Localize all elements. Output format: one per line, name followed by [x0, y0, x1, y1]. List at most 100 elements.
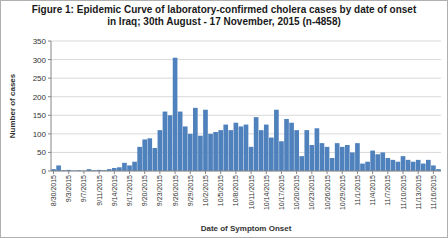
x-tick: [266, 171, 267, 174]
bar: [188, 134, 193, 171]
x-tick: [68, 171, 69, 174]
x-tick: [281, 171, 282, 174]
x-tick: [159, 171, 160, 174]
bars: [51, 58, 441, 171]
bar: [411, 162, 416, 171]
x-tick-label: 9/23/2015: [156, 175, 163, 206]
x-tick-label: 9/29/2015: [187, 175, 194, 206]
x-tick-label: 8/30/2015: [50, 175, 57, 206]
bar: [431, 165, 436, 171]
bar: [132, 162, 137, 171]
y-axis-title: Number of cases: [8, 73, 17, 138]
bar: [117, 167, 122, 171]
bar: [330, 158, 335, 171]
bar: [355, 143, 360, 171]
bar: [385, 158, 390, 171]
bar: [158, 130, 163, 171]
bar: [239, 126, 244, 171]
bar: [380, 152, 385, 171]
bar: [370, 151, 375, 171]
x-tick: [144, 171, 145, 174]
bar: [340, 147, 345, 171]
y-tick-label: 250: [33, 74, 47, 83]
bar: [335, 143, 340, 171]
x-tick-label: 10/8/2015: [232, 175, 239, 206]
x-axis: [51, 171, 441, 172]
bar: [345, 145, 350, 171]
x-tick-label: 10/17/2015: [278, 175, 285, 210]
grid-line: [51, 171, 441, 172]
x-tick: [235, 171, 236, 174]
bar: [203, 110, 208, 171]
y-tick-label: 200: [33, 93, 47, 102]
chart-title: Figure 1: Epidemic Curve of laboratory-c…: [31, 4, 417, 28]
grid-line: [51, 59, 441, 60]
y-tick-label: 300: [33, 56, 47, 65]
bar: [401, 156, 406, 171]
x-tick-label: 9/7/2015: [80, 175, 87, 202]
bar: [264, 125, 269, 171]
bar: [137, 147, 142, 171]
x-tick-label: 9/3/2015: [65, 175, 72, 202]
bar: [56, 165, 61, 171]
bar: [375, 154, 380, 171]
x-tick: [251, 171, 252, 174]
bar: [304, 130, 309, 171]
x-tick: [220, 171, 221, 174]
bar: [168, 115, 173, 171]
bar: [249, 147, 254, 171]
bar: [122, 163, 127, 171]
x-tick-label: 9/17/2015: [126, 175, 133, 206]
bar: [142, 139, 147, 171]
x-tick-label: 11/13/2015: [415, 175, 422, 210]
x-tick: [418, 171, 419, 174]
x-tick-label: 10/26/2015: [324, 175, 331, 210]
x-tick-label: 9/14/2015: [111, 175, 118, 206]
x-tick: [175, 171, 176, 174]
bar: [193, 108, 198, 171]
y-tick-label: 150: [33, 111, 47, 120]
x-tick-label: 9/20/2015: [141, 175, 148, 206]
bar: [147, 138, 152, 171]
chart-svg: 0501001502002503003508/30/20159/3/20159/…: [1, 1, 447, 237]
bar: [325, 147, 330, 171]
grid-line: [51, 115, 441, 116]
x-tick: [53, 171, 54, 174]
x-tick: [99, 171, 100, 174]
bar: [269, 138, 274, 171]
x-tick: [403, 171, 404, 174]
x-tick: [387, 171, 388, 174]
y-tick-label: 100: [33, 130, 47, 139]
bar: [299, 156, 304, 171]
bar: [234, 123, 239, 171]
bar: [279, 141, 284, 171]
grid-line: [51, 41, 441, 42]
x-tick-label: 11/4/2015: [369, 175, 376, 206]
x-tick-label: 10/5/2015: [217, 175, 224, 206]
x-axis-title: Date of Symptom Onset: [201, 224, 292, 233]
bar: [198, 136, 203, 171]
bar: [391, 160, 396, 171]
bar: [360, 164, 365, 171]
bar: [153, 148, 158, 171]
x-tick: [129, 171, 130, 174]
y-tick-label: 0: [42, 167, 47, 176]
x-tick-label: 11/16/2015: [430, 175, 437, 210]
x-tick-label: 9/26/2015: [172, 175, 179, 206]
x-tick-label: 11/10/2015: [400, 175, 407, 210]
bar: [315, 128, 320, 171]
bar: [284, 119, 289, 171]
bar: [208, 134, 213, 171]
bar: [218, 130, 223, 171]
grid-line: [51, 78, 441, 79]
x-tick: [372, 171, 373, 174]
bar: [406, 160, 411, 171]
x-tick: [190, 171, 191, 174]
bar: [213, 132, 218, 171]
bar: [396, 162, 401, 171]
x-tick-label: 10/20/2015: [293, 175, 300, 210]
bar: [350, 152, 355, 171]
chart-container: Figure 1: Epidemic Curve of laboratory-c…: [0, 0, 448, 238]
x-tick-label: 11/1/2015: [354, 175, 361, 206]
bar: [289, 123, 294, 171]
